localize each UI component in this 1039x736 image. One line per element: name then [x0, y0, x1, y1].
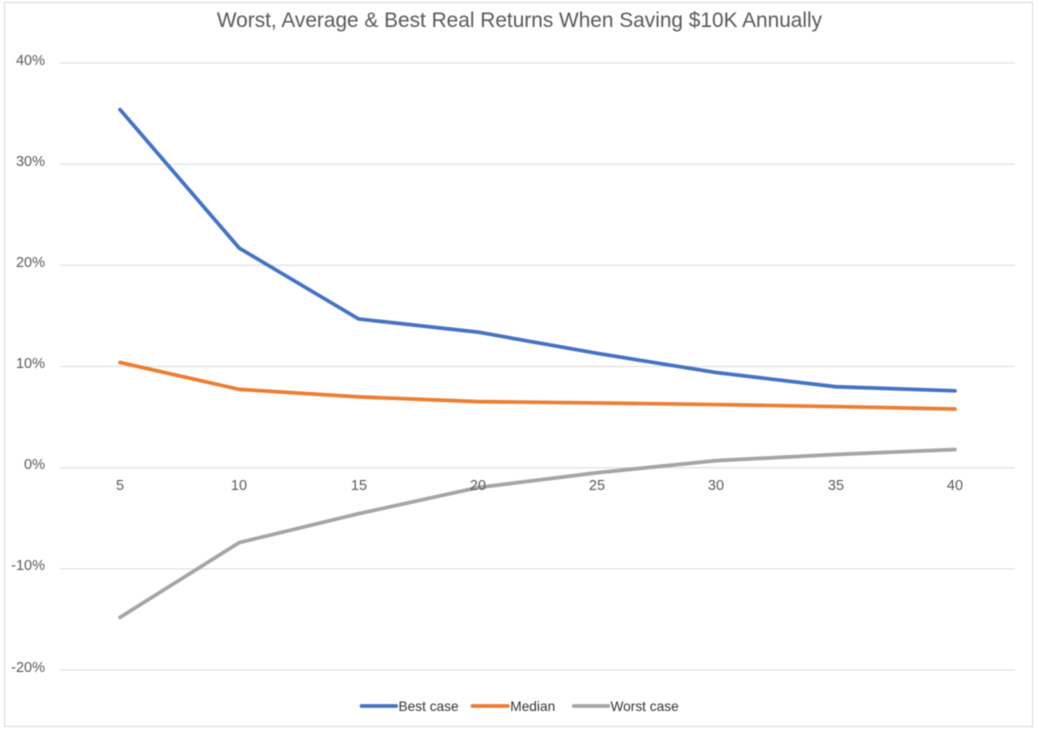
svg-text:20: 20	[470, 478, 486, 494]
svg-text:40: 40	[947, 478, 963, 494]
svg-text:15: 15	[351, 478, 367, 494]
svg-text:20%: 20%	[16, 255, 45, 271]
svg-text:-10%: -10%	[11, 558, 45, 574]
svg-text:10: 10	[231, 478, 247, 494]
svg-text:5: 5	[116, 478, 124, 494]
svg-text:Best case: Best case	[399, 699, 459, 714]
svg-text:40%: 40%	[16, 53, 45, 69]
svg-text:0%: 0%	[24, 457, 45, 473]
svg-text:Worst case: Worst case	[611, 699, 679, 714]
svg-text:30%: 30%	[16, 154, 45, 170]
svg-text:Median: Median	[510, 699, 555, 714]
svg-text:10%: 10%	[16, 356, 45, 372]
svg-text:35: 35	[828, 478, 844, 494]
svg-text:30: 30	[708, 478, 724, 494]
svg-text:-20%: -20%	[11, 660, 45, 676]
svg-text:25: 25	[589, 478, 605, 494]
